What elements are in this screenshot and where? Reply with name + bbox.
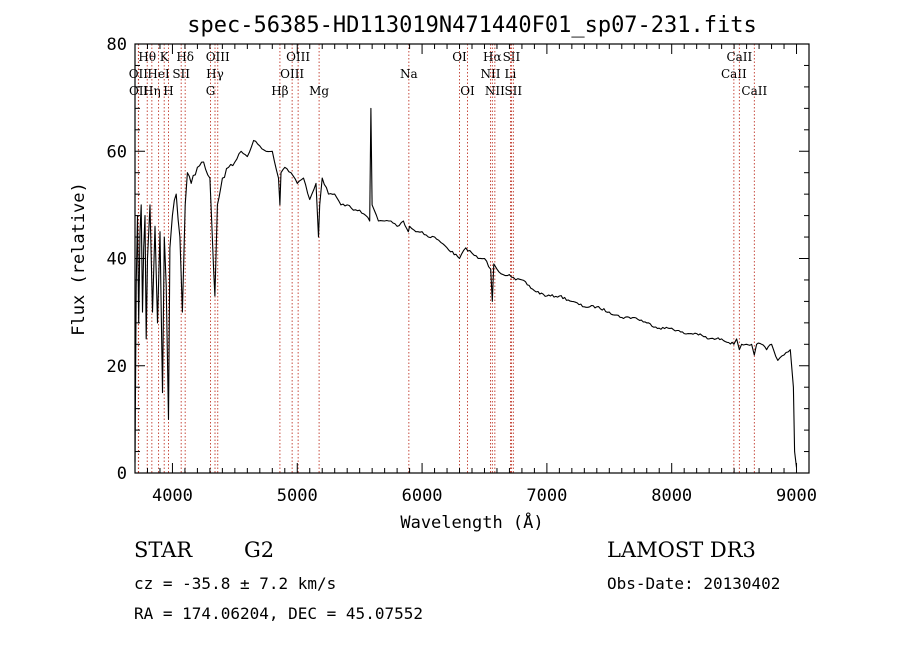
chart-title: spec-56385-HD113019N471440F01_sp07-231.f…	[187, 13, 757, 38]
line-label-15: Mg	[309, 84, 329, 98]
y-tick-label-40: 40	[107, 250, 127, 270]
line-label-22: SII	[503, 50, 521, 64]
object-class: STAR	[134, 538, 193, 562]
line-label-13: OIII	[280, 67, 304, 81]
line-label-21: NII	[485, 84, 505, 98]
line-label-7: SII	[172, 67, 190, 81]
line-label-3: Hη	[143, 84, 161, 98]
line-label-2: OII	[129, 84, 149, 98]
line-label-23: Li	[505, 67, 517, 81]
line-label-25: CaII	[721, 67, 747, 81]
line-label-4: HeI	[147, 67, 170, 81]
x-tick-label-9000: 9000	[776, 486, 817, 506]
line-label-18: OI	[460, 84, 475, 98]
line-label-17: OI	[452, 50, 467, 64]
spectrum-layer	[134, 107, 798, 468]
line-label-20: Hα	[483, 50, 502, 64]
line-label-12: Hβ	[271, 84, 288, 98]
redshift-cz: cz = -35.8 ± 7.2 km/s	[134, 574, 337, 593]
line-label-8: Hδ	[176, 50, 194, 64]
line-label-11: OIII	[206, 50, 230, 64]
line-label-14: OIII	[286, 50, 310, 64]
survey-name: LAMOST DR3	[607, 538, 756, 562]
coordinates: RA = 174.06204, DEC = 45.07552	[134, 604, 423, 623]
x-axis-label: Wavelength (Å)	[400, 511, 543, 533]
line-label-6: H	[163, 84, 173, 98]
x-tick-label-4000: 4000	[152, 486, 193, 506]
y-tick-label-20: 20	[107, 357, 127, 377]
line-label-16: Na	[400, 67, 418, 81]
line-label-9: Hγ	[206, 67, 224, 81]
line-label-24: SII	[504, 84, 522, 98]
x-tick-label-6000: 6000	[402, 486, 443, 506]
line-label-19: NII	[480, 67, 500, 81]
line-label-26: CaII	[726, 50, 752, 64]
y-tick-label-80: 80	[107, 35, 127, 55]
y-tick-label-60: 60	[107, 142, 127, 162]
spectrum-flux-line	[134, 107, 798, 468]
line-label-27: CaII	[741, 84, 767, 98]
plot-frame	[134, 43, 810, 474]
axes: 4000 5000 6000 7000 8000 9000 0 20 40 60 80	[107, 35, 817, 506]
line-label-10: G	[206, 84, 216, 98]
object-subclass: G2	[244, 538, 275, 562]
y-axis-label: Flux (relative)	[69, 182, 89, 336]
spectral-line-markers: HθOIIOIIHηHeIKHSIIHδHγGOIIIHβOIIIOIIIMgN…	[129, 44, 767, 473]
line-label-5: K	[160, 50, 170, 64]
x-tick-label-8000: 8000	[651, 486, 692, 506]
x-tick-label-5000: 5000	[277, 486, 318, 506]
line-label-1: OII	[129, 67, 149, 81]
y-tick-label-0: 0	[117, 464, 127, 484]
x-tick-label-7000: 7000	[526, 486, 567, 506]
line-label-0: Hθ	[138, 50, 156, 64]
observation-date: Obs-Date: 20130402	[607, 574, 781, 593]
